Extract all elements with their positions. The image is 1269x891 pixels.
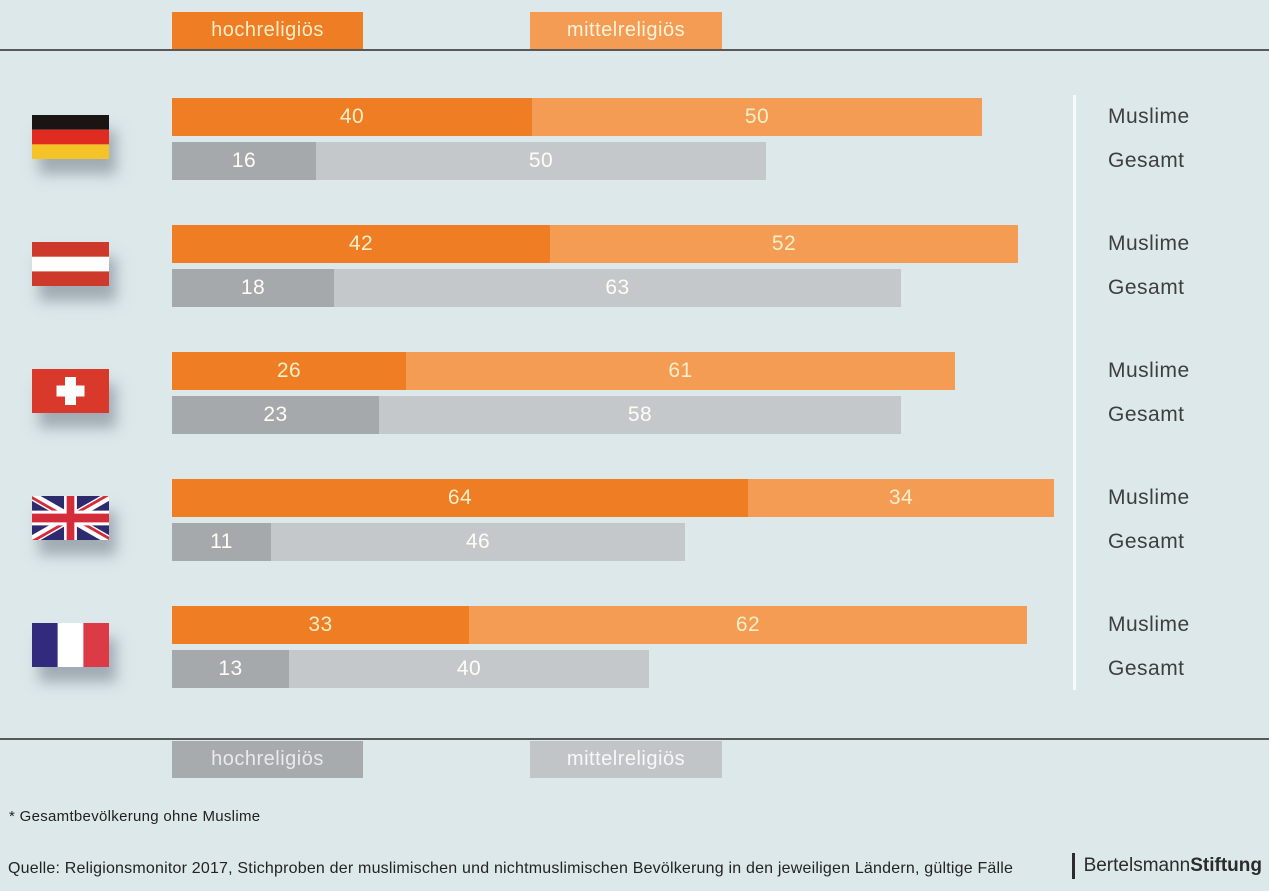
bar-gesamt: 11 46 — [172, 523, 685, 561]
row-label-gesamt: Gesamt — [1108, 530, 1185, 553]
bar-value: 13 — [218, 657, 243, 680]
source-line: Quelle: Religionsmonitor 2017, Stichprob… — [8, 860, 1014, 877]
country-row-germany: 40 50 16 50 Muslime Gesamt — [0, 98, 1269, 180]
bar-value: 18 — [240, 276, 266, 299]
row-label-gesamt: Gesamt — [1108, 657, 1185, 680]
segment-mittelreligioes: 34 — [748, 479, 1054, 517]
segment-hochreligioes: 11 — [172, 523, 271, 561]
segment-mittelreligioes: 52 — [550, 225, 1018, 263]
bar-gesamt: 18 63 — [172, 269, 901, 307]
bar-value: 11 — [210, 530, 233, 553]
segment-mittelreligioes: 50 — [316, 142, 766, 180]
bar-value: 16 — [231, 149, 257, 172]
segment-mittelreligioes: 40 — [289, 650, 649, 688]
segment-hochreligioes: 16 — [172, 142, 316, 180]
segment-hochreligioes: 33 — [172, 606, 469, 644]
bar-value: 52 — [771, 232, 797, 255]
bertelsmann-stiftung-logo: Bertelsmann Stiftung — [1071, 853, 1262, 879]
segment-mittelreligioes: 63 — [334, 269, 901, 307]
bar-value: 50 — [528, 149, 554, 172]
row-label-muslime: Muslime — [1108, 232, 1190, 255]
segment-hochreligioes: 18 — [172, 269, 334, 307]
country-row-uk: 64 34 11 46 Muslime Gesamt — [0, 479, 1269, 561]
legend-bottom-mittelreligioes: mittelreligiös — [530, 741, 722, 778]
bar-muslime: 40 50 — [172, 98, 982, 136]
legend-top-mittelreligioes: mittelreligiös — [530, 12, 722, 49]
bar-value: 23 — [263, 403, 288, 426]
bar-gesamt: 23 58 — [172, 396, 901, 434]
bar-value: 33 — [308, 613, 333, 636]
bottom-divider-line — [0, 738, 1269, 740]
row-label-muslime: Muslime — [1108, 613, 1190, 636]
switzerland-flag — [32, 369, 109, 413]
germany-flag — [32, 115, 109, 159]
row-label-gesamt: Gesamt — [1108, 403, 1185, 426]
row-label-gesamt: Gesamt — [1108, 149, 1185, 172]
bar-value: 63 — [605, 276, 630, 299]
bar-value: 42 — [348, 232, 374, 255]
row-label-gesamt: Gesamt — [1108, 276, 1185, 299]
segment-mittelreligioes: 61 — [406, 352, 955, 390]
segment-hochreligioes: 26 — [172, 352, 406, 390]
legend-bottom-hochreligioes: hochreligiös — [172, 741, 363, 778]
bar-value: 58 — [627, 403, 653, 426]
bar-gesamt: 13 40 — [172, 650, 649, 688]
legend-top-hochreligioes: hochreligiös — [172, 12, 363, 49]
country-row-france: 33 62 13 40 Muslime Gesamt — [0, 606, 1269, 688]
logo-text-bold: Stiftung — [1190, 855, 1262, 876]
segment-hochreligioes: 23 — [172, 396, 379, 434]
bar-value: 61 — [668, 359, 693, 382]
bar-muslime: 42 52 — [172, 225, 1018, 263]
bar-value: 46 — [465, 530, 491, 553]
bar-value: 40 — [456, 657, 482, 680]
footnote: * Gesamtbevölkerung ohne Muslime — [9, 808, 261, 825]
country-row-austria: 42 52 18 63 Muslime Gesamt — [0, 225, 1269, 307]
country-row-switzerland: 26 61 23 58 Muslime Gesamt — [0, 352, 1269, 434]
row-label-muslime: Muslime — [1108, 105, 1190, 128]
segment-mittelreligioes: 50 — [532, 98, 982, 136]
bar-muslime: 64 34 — [172, 479, 1054, 517]
row-label-muslime: Muslime — [1108, 359, 1190, 382]
segment-mittelreligioes: 46 — [271, 523, 685, 561]
france-flag — [32, 623, 109, 667]
austria-flag — [32, 242, 109, 286]
bar-value: 62 — [735, 613, 761, 636]
segment-hochreligioes: 64 — [172, 479, 748, 517]
logo-text-regular: Bertelsmann — [1083, 855, 1191, 876]
segment-mittelreligioes: 62 — [469, 606, 1027, 644]
bar-value: 50 — [744, 105, 770, 128]
top-divider-line — [0, 49, 1269, 51]
row-label-muslime: Muslime — [1108, 486, 1190, 509]
segment-hochreligioes: 42 — [172, 225, 550, 263]
uk-flag — [32, 496, 109, 540]
bar-muslime: 26 61 — [172, 352, 955, 390]
segment-mittelreligioes: 58 — [379, 396, 901, 434]
segment-hochreligioes: 40 — [172, 98, 532, 136]
bar-muslime: 33 62 — [172, 606, 1027, 644]
segment-hochreligioes: 13 — [172, 650, 289, 688]
bar-value: 64 — [447, 486, 473, 509]
hundred-percent-divider-line — [1073, 95, 1076, 690]
bar-gesamt: 16 50 — [172, 142, 766, 180]
bar-value: 34 — [888, 486, 914, 509]
logo-bar-icon — [1071, 853, 1075, 879]
bar-value: 40 — [339, 105, 365, 128]
bar-value: 26 — [276, 359, 302, 382]
